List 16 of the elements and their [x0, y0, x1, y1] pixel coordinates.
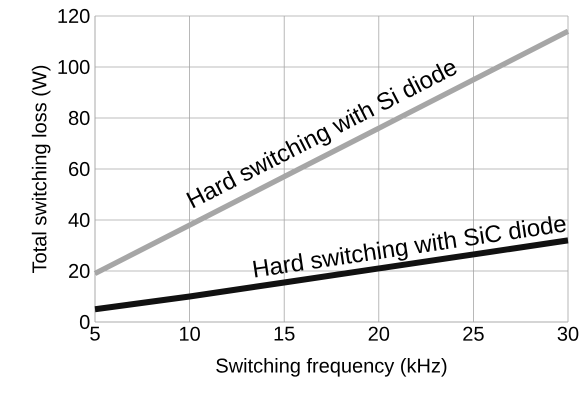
- y-tick-label: 60: [69, 162, 90, 176]
- y-tick-label: 80: [68, 110, 90, 126]
- y-tick-label: 40: [68, 212, 90, 228]
- x-tick-label: 10: [180, 326, 200, 341]
- y-tick-label: 0: [80, 314, 90, 330]
- x-axis-title: Switching frequency (kHz): [216, 358, 446, 377]
- y-tick-label: 20: [69, 264, 90, 278]
- x-tick-label: 15: [274, 326, 294, 341]
- y-axis-title: Total switching loss (W): [32, 66, 50, 274]
- y-tick-label: 100: [58, 60, 90, 74]
- x-tick-label: 25: [463, 326, 484, 341]
- x-tick-label: 30: [558, 326, 578, 341]
- text: Hard switching with SiC diode: [253, 216, 566, 278]
- x-tick-label: 20: [368, 326, 390, 341]
- y-tick-label: 120: [58, 8, 90, 24]
- x-tick-label: 5: [90, 326, 100, 341]
